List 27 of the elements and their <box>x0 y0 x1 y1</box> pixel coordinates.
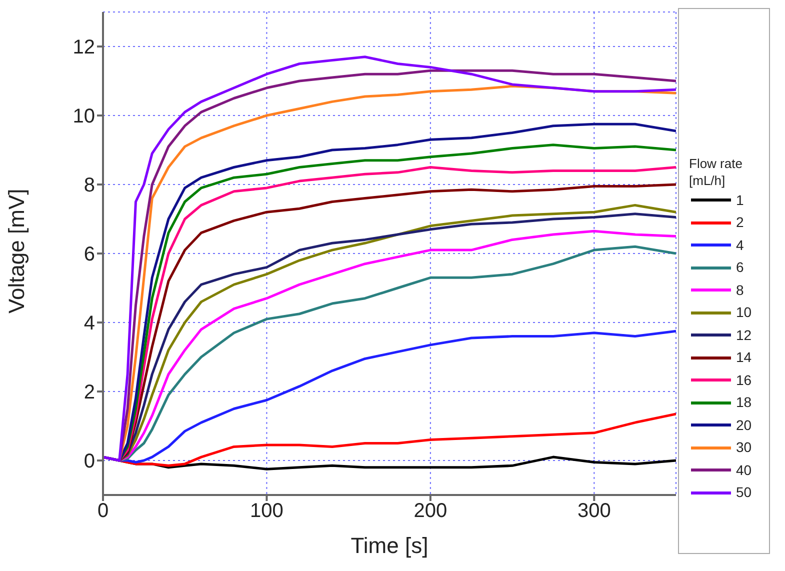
legend-label: 30 <box>736 439 752 456</box>
y-tick-label: 0 <box>84 450 95 473</box>
y-tick-label: 6 <box>84 244 95 266</box>
legend-label: 1 <box>736 192 744 209</box>
legend-label: 2 <box>736 214 744 232</box>
legend-title: Flow rate [mL/h] <box>689 156 742 188</box>
y-tick-label: 8 <box>84 174 95 197</box>
legend-label: 10 <box>736 304 752 322</box>
y-axis-title: Voltage [mV] <box>4 188 29 314</box>
legend-label: 14 <box>736 349 752 366</box>
y-tick-label: 4 <box>84 312 95 335</box>
legend-label: 50 <box>736 484 752 502</box>
legend-label: 6 <box>736 259 744 276</box>
legend-label: 4 <box>736 236 744 254</box>
x-axis-title: Time [s] <box>350 533 428 558</box>
y-tick-label: 12 <box>72 36 95 59</box>
y-tick-label: 10 <box>72 106 95 128</box>
x-tick-label: 300 <box>577 500 611 522</box>
legend-label: 16 <box>736 372 752 389</box>
x-tick-label: 200 <box>414 500 448 522</box>
x-tick-label: 100 <box>250 500 284 522</box>
y-tick-label: 2 <box>84 382 95 404</box>
legend-label: 20 <box>736 416 752 434</box>
legend-label: 8 <box>736 282 744 299</box>
legend-label: 12 <box>736 326 752 344</box>
legend-label: 40 <box>736 462 752 479</box>
legend-label: 18 <box>736 394 752 412</box>
